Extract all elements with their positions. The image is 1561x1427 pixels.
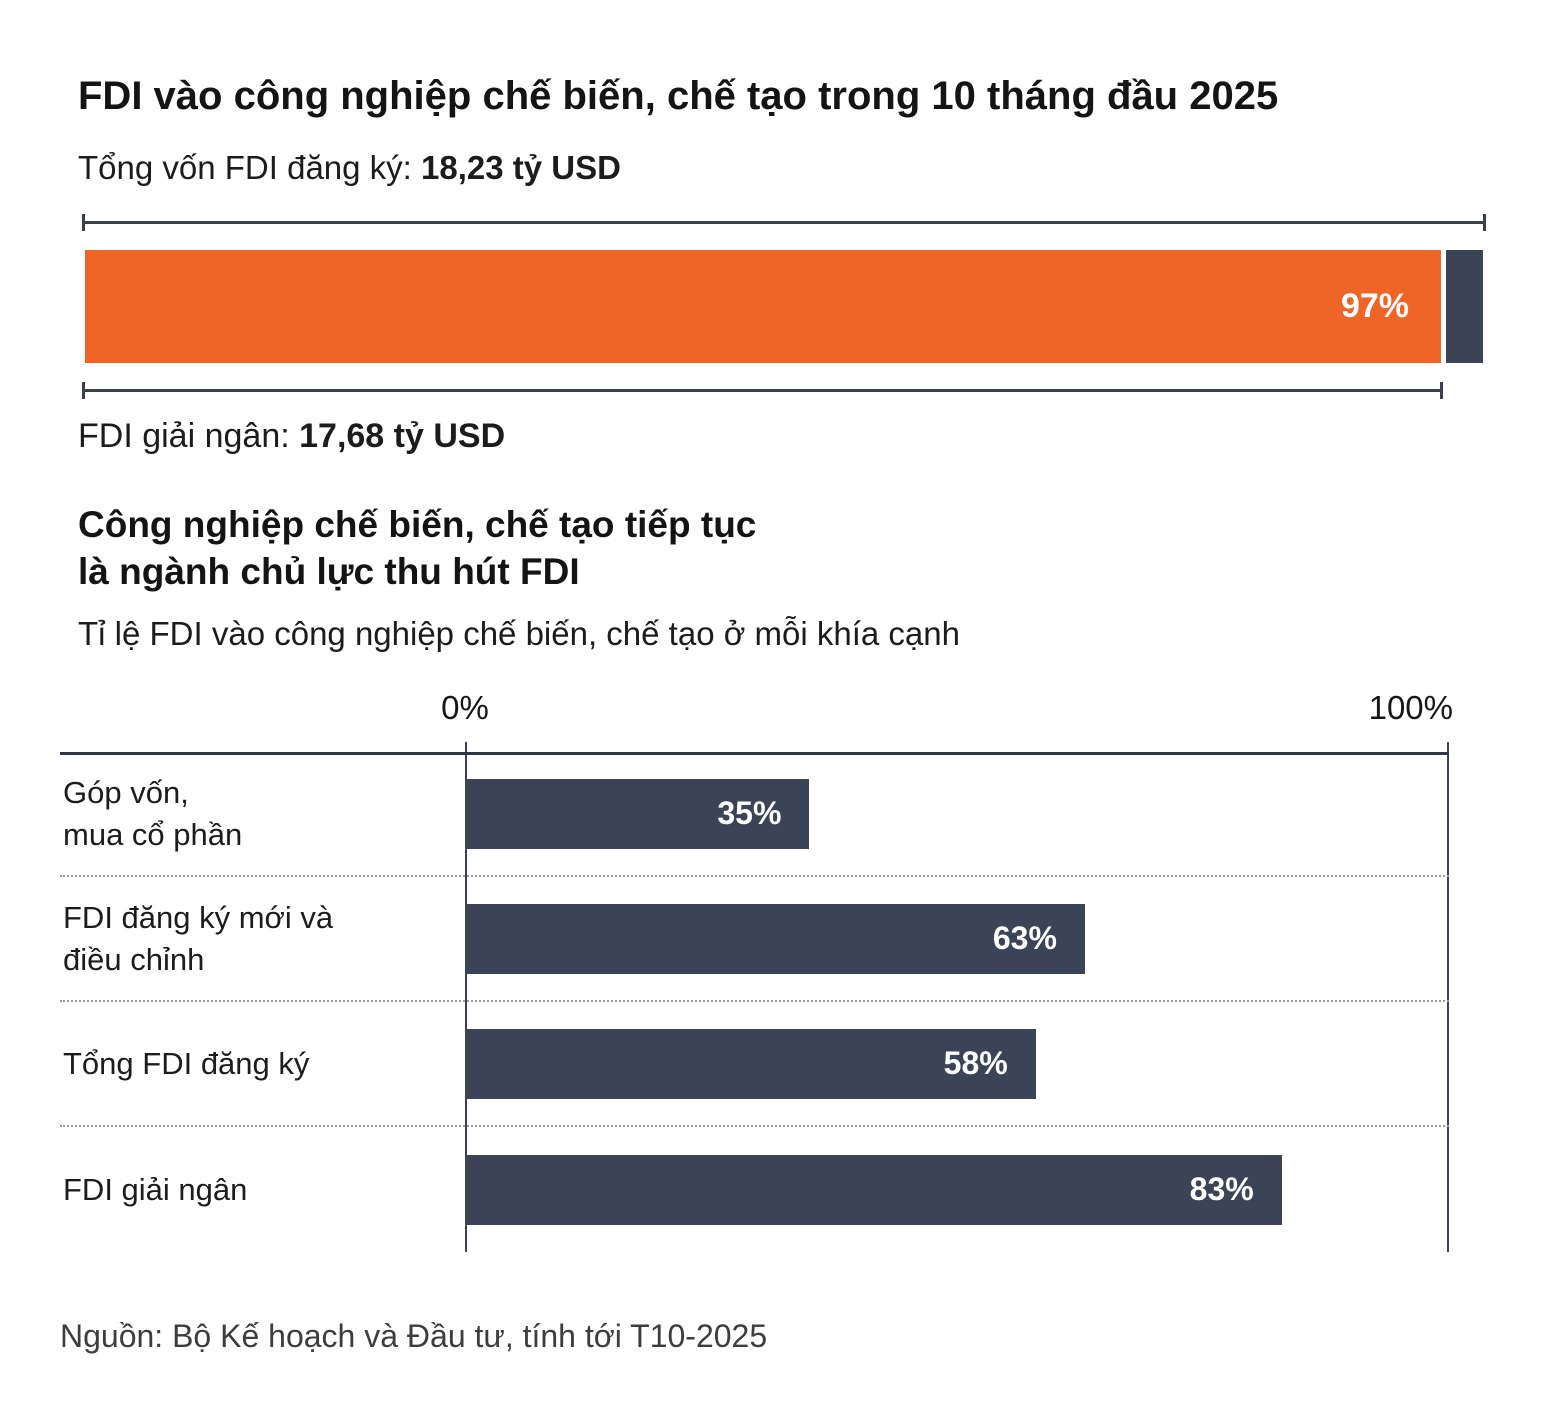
chart-row: FDI đăng ký mới và điều chỉnh 63% <box>60 877 1449 1002</box>
remainder-segment <box>1446 250 1483 363</box>
bar: 35% <box>465 778 810 849</box>
registered-value: 18,23 tỷ USD <box>421 149 621 186</box>
axis-labels: 0% 100% <box>60 689 1453 731</box>
bracket-left-tick <box>82 214 85 231</box>
ratio-bar-chart: 0% 100% Góp vốn, mua cổ phần 35% FDI đăng k… <box>60 689 1453 1252</box>
bar-value-label: 35% <box>717 795 782 831</box>
bracket-left-tick <box>82 382 85 399</box>
chart-rows: Góp vốn, mua cổ phần 35% FDI đăng ký mới và… <box>60 752 1449 1252</box>
chart-subtitle: Tỉ lệ FDI vào công nghiệp chế biến, chế … <box>78 615 960 652</box>
heading-line-1: Công nghiệp chế biến, chế tạo tiếp tục <box>78 504 757 545</box>
chart-row: Tổng FDI đăng ký 58% <box>60 1002 1449 1127</box>
registered-total-bracket <box>82 214 1486 231</box>
disbursed-value: 17,68 tỷ USD <box>299 417 506 455</box>
axis-tick-0: 0% <box>441 689 489 726</box>
overview-stacked-bar: 97% <box>85 250 1483 363</box>
bar-track: 35% <box>465 778 1449 849</box>
axis-top-rule <box>60 752 1449 755</box>
bracket-right-tick <box>1440 382 1443 399</box>
axis-line-0pct <box>465 742 467 1252</box>
bar-track: 83% <box>465 1154 1449 1225</box>
bar: 83% <box>465 1154 1282 1225</box>
plot-area: Góp vốn, mua cổ phần 35% FDI đăng ký mới và… <box>60 742 1449 1252</box>
axis-tick-100: 100% <box>1368 689 1453 726</box>
disbursed-label: FDI giải ngân: <box>78 417 300 455</box>
bar-track: 58% <box>465 1028 1449 1099</box>
bracket-line <box>85 221 1483 224</box>
bar-value-label: 83% <box>1189 1171 1254 1207</box>
disbursed-share-label: 97% <box>1340 287 1410 325</box>
disbursed-bracket <box>82 382 1443 399</box>
category-label: FDI giải ngân <box>63 1171 248 1207</box>
fdi-infographic: FDI vào công nghiệp chế biến, chế tạo tr… <box>0 72 1561 1427</box>
category-label: FDI đăng ký mới và điều chỉnh <box>63 899 334 977</box>
bar: 58% <box>465 1028 1036 1099</box>
bar-value-label: 58% <box>943 1045 1008 1081</box>
category-label: Góp vốn, mua cổ phần <box>63 774 243 852</box>
disbursed-share-segment: 97% <box>85 250 1442 363</box>
source-note: Nguồn: Bộ Kế hoạch và Đầu tư, tính tới T… <box>60 1318 768 1354</box>
section-heading: Công nghiệp chế biến, chế tạo tiếp tục là… <box>78 501 1561 595</box>
registered-caption: Tổng vốn FDI đăng ký: 18,23 tỷ USD <box>78 148 1561 188</box>
axis-line-100pct <box>1447 742 1449 1252</box>
bracket-line <box>85 389 1440 392</box>
bar-track: 63% <box>465 903 1449 974</box>
bracket-right-tick <box>1483 214 1486 231</box>
chart-row: FDI giải ngân 83% <box>60 1127 1449 1252</box>
registered-label: Tổng vốn FDI đăng ký: <box>78 149 422 186</box>
heading-line-2: là ngành chủ lực thu hút FDI <box>78 551 580 592</box>
disbursed-caption: FDI giải ngân: 17,68 tỷ USD <box>78 415 1561 457</box>
bar: 63% <box>465 903 1085 974</box>
chart-row: Góp vốn, mua cổ phần 35% <box>60 752 1449 877</box>
category-label: Tổng FDI đăng ký <box>63 1045 310 1081</box>
page-title: FDI vào công nghiệp chế biến, chế tạo tr… <box>78 74 1279 118</box>
bar-value-label: 63% <box>992 920 1057 956</box>
